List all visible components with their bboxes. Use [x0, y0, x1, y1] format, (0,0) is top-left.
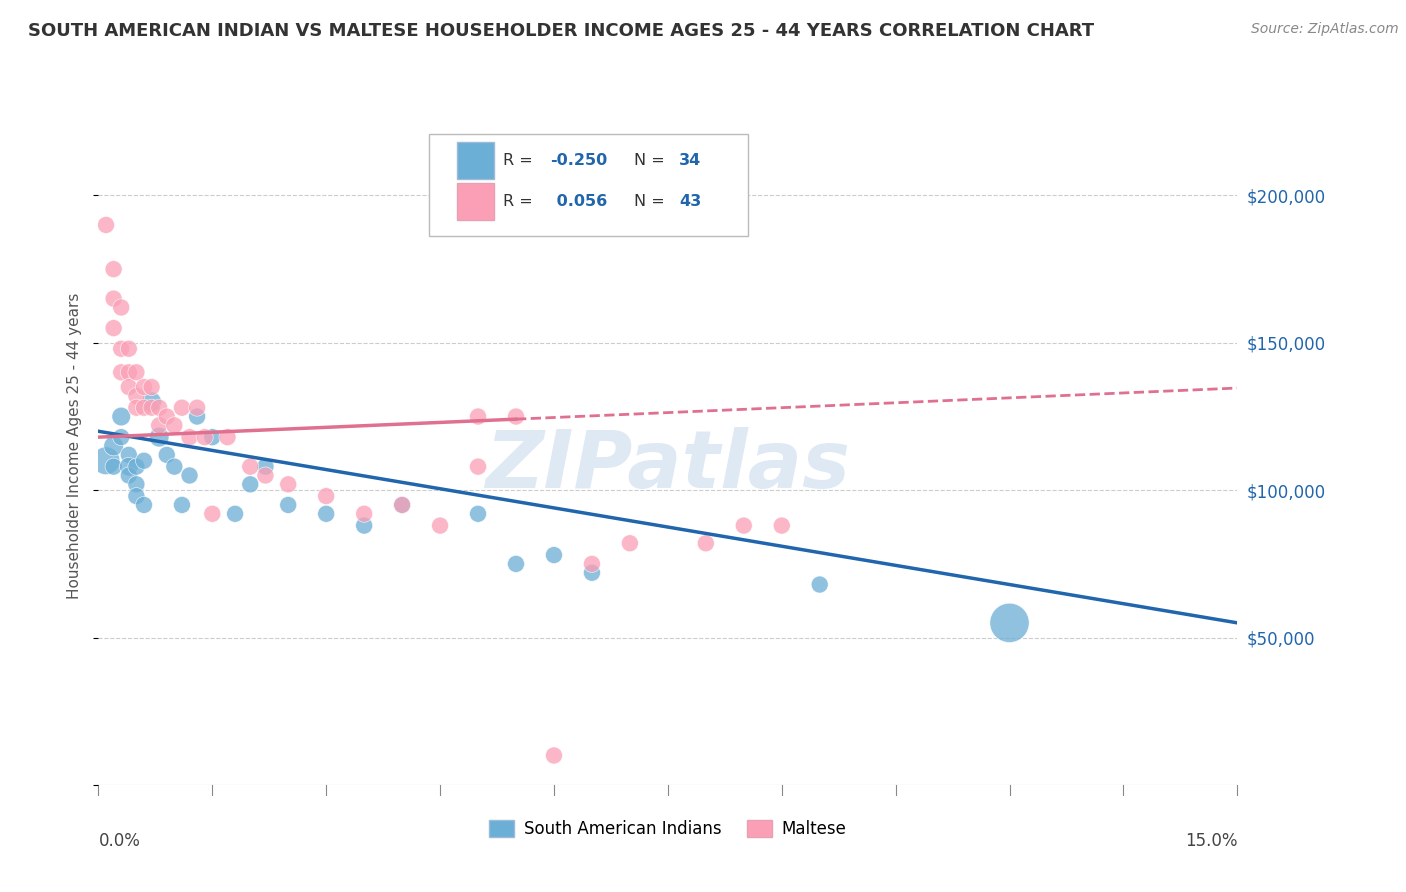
Point	[239, 459, 262, 474]
Point	[581, 557, 603, 571]
Point	[163, 418, 186, 433]
Point	[277, 477, 299, 491]
Point	[125, 401, 148, 415]
Point	[163, 459, 186, 474]
Point	[141, 380, 163, 394]
Point	[170, 401, 193, 415]
FancyBboxPatch shape	[457, 142, 494, 178]
Point	[103, 321, 125, 335]
Point	[695, 536, 717, 550]
Text: N =: N =	[634, 153, 669, 168]
Text: 34: 34	[679, 153, 702, 168]
Point	[998, 615, 1021, 630]
Text: 15.0%: 15.0%	[1185, 832, 1237, 850]
Point	[543, 548, 565, 562]
Point	[467, 459, 489, 474]
Point	[179, 468, 201, 483]
Point	[581, 566, 603, 580]
Point	[118, 468, 141, 483]
Text: R =: R =	[503, 194, 537, 210]
Point	[118, 342, 141, 356]
Point	[505, 557, 527, 571]
Point	[118, 380, 141, 394]
Point	[194, 430, 217, 444]
Point	[103, 459, 125, 474]
Point	[125, 489, 148, 503]
Point	[118, 448, 141, 462]
Point	[254, 459, 277, 474]
Point	[505, 409, 527, 424]
Point	[277, 498, 299, 512]
Point	[186, 401, 208, 415]
Point	[148, 430, 170, 444]
Point	[353, 518, 375, 533]
Text: 43: 43	[679, 194, 702, 210]
Point	[118, 365, 141, 379]
Point	[125, 477, 148, 491]
Point	[543, 748, 565, 763]
Text: -0.250: -0.250	[551, 153, 607, 168]
Point	[156, 448, 179, 462]
Point	[217, 430, 239, 444]
Legend: South American Indians, Maltese: South American Indians, Maltese	[482, 813, 853, 845]
Point	[103, 439, 125, 453]
Point	[429, 518, 451, 533]
Point	[125, 389, 148, 403]
Text: SOUTH AMERICAN INDIAN VS MALTESE HOUSEHOLDER INCOME AGES 25 - 44 YEARS CORRELATI: SOUTH AMERICAN INDIAN VS MALTESE HOUSEHO…	[28, 22, 1094, 40]
FancyBboxPatch shape	[457, 183, 494, 220]
Point	[391, 498, 413, 512]
Text: R =: R =	[503, 153, 537, 168]
Point	[125, 459, 148, 474]
FancyBboxPatch shape	[429, 134, 748, 235]
Point	[179, 430, 201, 444]
Point	[391, 498, 413, 512]
Point	[110, 365, 132, 379]
Point	[94, 454, 117, 468]
Point	[770, 518, 793, 533]
Point	[156, 409, 179, 424]
Point	[132, 401, 155, 415]
Point	[224, 507, 246, 521]
Point	[125, 365, 148, 379]
Text: ZIPatlas: ZIPatlas	[485, 427, 851, 506]
Y-axis label: Householder Income Ages 25 - 44 years: Householder Income Ages 25 - 44 years	[67, 293, 83, 599]
Point	[353, 507, 375, 521]
Point	[141, 394, 163, 409]
Point	[110, 301, 132, 315]
Point	[148, 401, 170, 415]
Point	[186, 409, 208, 424]
Point	[733, 518, 755, 533]
Point	[94, 218, 117, 232]
Point	[315, 507, 337, 521]
Point	[132, 454, 155, 468]
Point	[315, 489, 337, 503]
Point	[254, 468, 277, 483]
Point	[619, 536, 641, 550]
Point	[132, 498, 155, 512]
Text: Source: ZipAtlas.com: Source: ZipAtlas.com	[1251, 22, 1399, 37]
Point	[201, 507, 224, 521]
Point	[170, 498, 193, 512]
Text: N =: N =	[634, 194, 669, 210]
Point	[239, 477, 262, 491]
Text: 0.056: 0.056	[551, 194, 607, 210]
Point	[467, 507, 489, 521]
Point	[148, 418, 170, 433]
Point	[103, 262, 125, 277]
Point	[110, 409, 132, 424]
Point	[118, 459, 141, 474]
Point	[132, 380, 155, 394]
Point	[141, 401, 163, 415]
Text: 0.0%: 0.0%	[98, 832, 141, 850]
Point	[201, 430, 224, 444]
Point	[808, 577, 831, 591]
Point	[110, 430, 132, 444]
Point	[110, 342, 132, 356]
Point	[103, 292, 125, 306]
Point	[467, 409, 489, 424]
